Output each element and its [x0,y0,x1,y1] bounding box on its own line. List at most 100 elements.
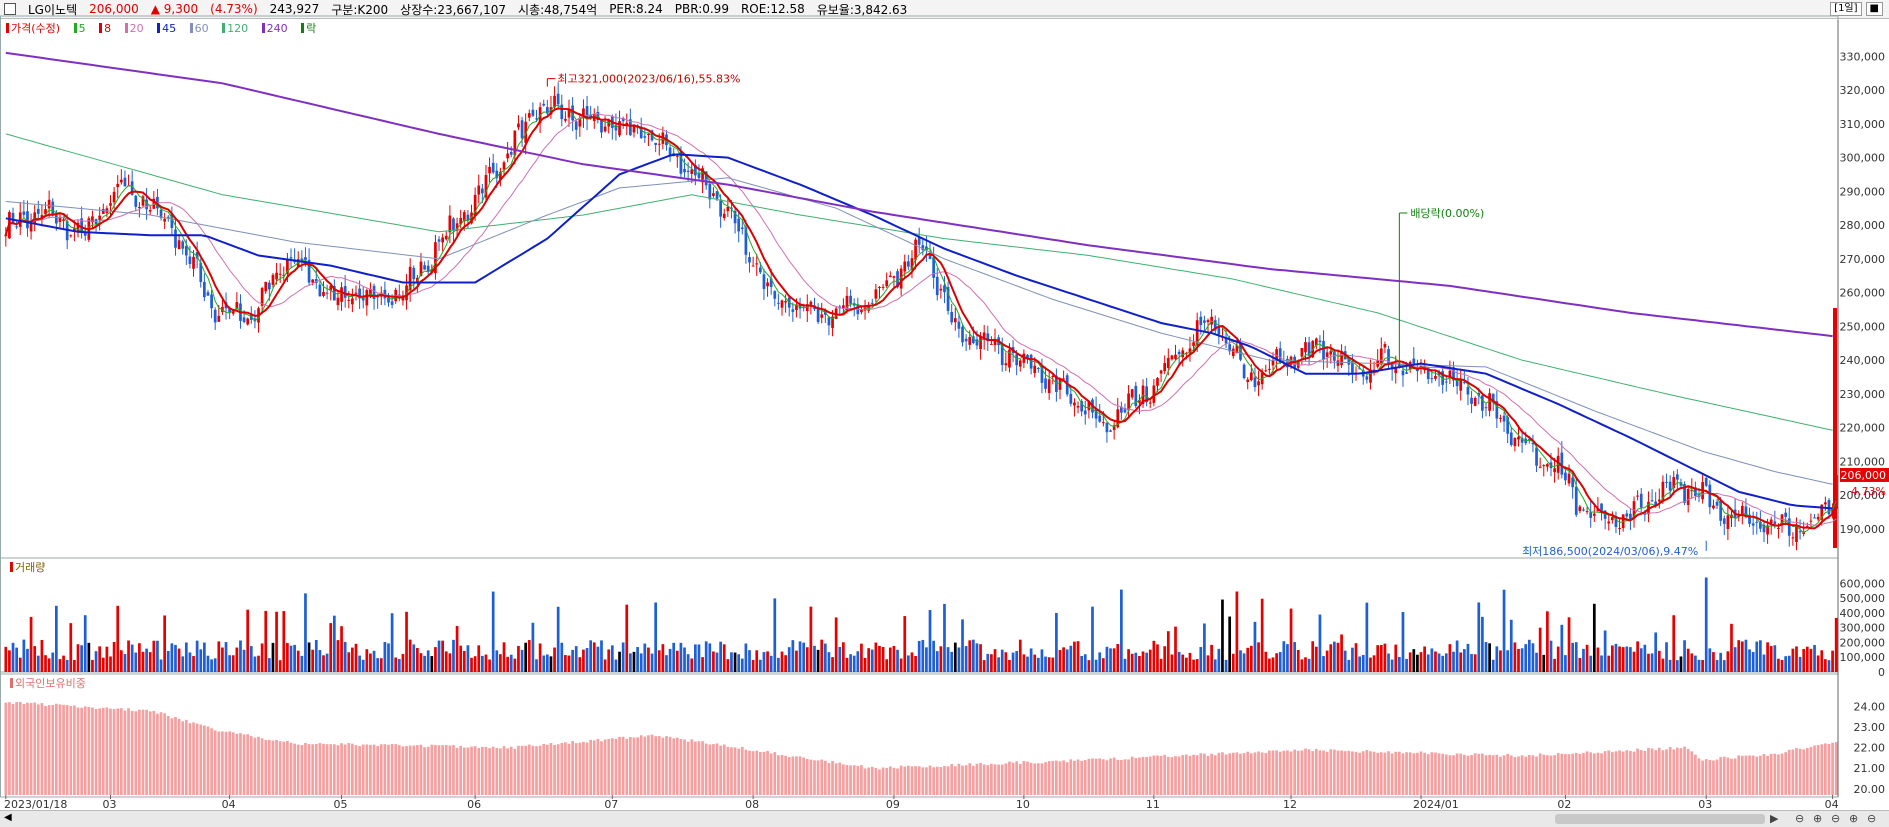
volume-bar [1672,615,1676,672]
legend-ma45[interactable]: 45 [157,22,181,35]
scroll-left-icon[interactable]: ◀ [4,812,12,823]
foreign-bar [116,708,120,795]
foreign-bar [343,744,347,795]
foreign-bar [1311,751,1315,795]
title-bar: LG이노텍 206,000 ▲ 9,300 (4.73%) 243,927 구분… [0,0,1889,19]
volume-bar [1372,655,1376,672]
foreign-bar [697,741,701,795]
foreign-bar [578,742,582,795]
foreign-bar [1188,755,1192,795]
volume-bar [213,658,217,672]
period-selector[interactable]: [1일] [1830,2,1862,16]
volume-bar [1621,647,1625,672]
candle [1780,514,1784,526]
legend-price[interactable]: 가격(수정) [6,22,65,35]
candle [1506,417,1510,434]
candle [1416,369,1419,372]
foreign-bar [318,743,322,795]
foreign-bar [1076,759,1080,795]
zoom-reset-icon[interactable]: ⊖ [1831,812,1841,825]
candle [1329,351,1333,355]
legend-ma5[interactable]: 5 [73,22,91,35]
foreign-bar [1152,755,1156,795]
foreign-bar [1722,756,1726,795]
candle [1224,338,1228,344]
volume-bar [509,654,513,672]
volume-bar [141,651,145,672]
scroll-right-icon[interactable]: ▶ [1770,812,1779,825]
volume-bar [654,602,658,672]
candle [322,291,325,296]
volume-bar [408,639,412,672]
candle [896,271,899,288]
volume-bar [481,655,484,672]
volume-bar [1094,659,1098,672]
volume-bar [444,651,448,672]
zoom-in-icon[interactable]: ⊕ [1813,812,1823,825]
legend-ma8[interactable]: 8 [99,22,116,35]
foreign-bar [1004,763,1008,795]
candle [437,239,441,242]
legend-ex-dividend[interactable]: 락 [301,22,321,35]
foreign-bar [564,742,567,795]
legend-ma120[interactable]: 120 [222,22,253,35]
volume-bar [1694,655,1697,672]
foreign-bar [560,742,564,795]
zoom-all-icon[interactable]: ⊖ [1867,812,1877,825]
foreign-bar [1203,753,1206,795]
volume-bar [1134,652,1138,672]
candle [852,303,856,306]
candle [311,279,315,283]
zoom-fit-icon[interactable]: ⊕ [1849,812,1859,825]
x-tick-label: 06 [467,798,481,810]
foreign-bar [650,734,654,795]
volume-bar [979,644,982,672]
candle [1264,370,1268,372]
foreign-bar [1704,759,1708,795]
horizontal-scrollbar[interactable]: ◀ ▶ ⊖ ⊕ ⊖ ⊕ ⊖ [0,810,1889,827]
candle [33,212,37,223]
volume-bar [1513,642,1517,672]
foreign-bar [730,747,733,795]
volume-bar [437,640,441,672]
legend-ma60[interactable]: 60 [189,22,214,35]
volume-bar [44,655,47,672]
window-menu-button[interactable]: ■ [1865,2,1883,16]
foreign-bar [1574,752,1578,795]
foreign-bar [795,756,798,795]
volume-bar [1719,652,1723,672]
foreign-bar [470,746,473,795]
volume-bar [1795,646,1798,672]
legend-ma20[interactable]: 20 [124,22,149,35]
legend-ma240[interactable]: 240 [261,22,293,35]
foreign-bar [1426,754,1430,795]
volume-bar [1242,653,1246,672]
candle [701,168,704,183]
foreign-bar [860,765,863,795]
candle [473,194,477,216]
volume-bar [755,650,759,672]
volume-bar [394,657,398,672]
scroll-thumb[interactable] [1555,814,1765,824]
volume-bar [484,654,488,672]
candle [242,317,246,323]
candle [1318,340,1322,343]
foreign-bar [181,721,185,795]
foreign-bar [177,718,181,795]
volume-bar [1112,648,1116,672]
stock-chart[interactable]: 190,000200,000210,000220,000230,000240,0… [0,0,1889,810]
foreign-bar [950,764,954,795]
volume-bar [1145,652,1148,672]
panel-checkbox[interactable] [4,3,16,15]
foreign-bar [791,756,795,795]
foreign-bar [1369,751,1372,795]
zoom-out-icon[interactable]: ⊖ [1795,812,1805,825]
volume-bar [1343,650,1347,672]
foreign-bar [289,742,293,795]
foreign-bar [1665,749,1668,795]
foreign-bar [462,747,466,795]
stock-name[interactable]: LG이노텍 [28,2,78,17]
candle [704,171,708,186]
candle [1296,360,1300,368]
candle [1271,360,1275,366]
